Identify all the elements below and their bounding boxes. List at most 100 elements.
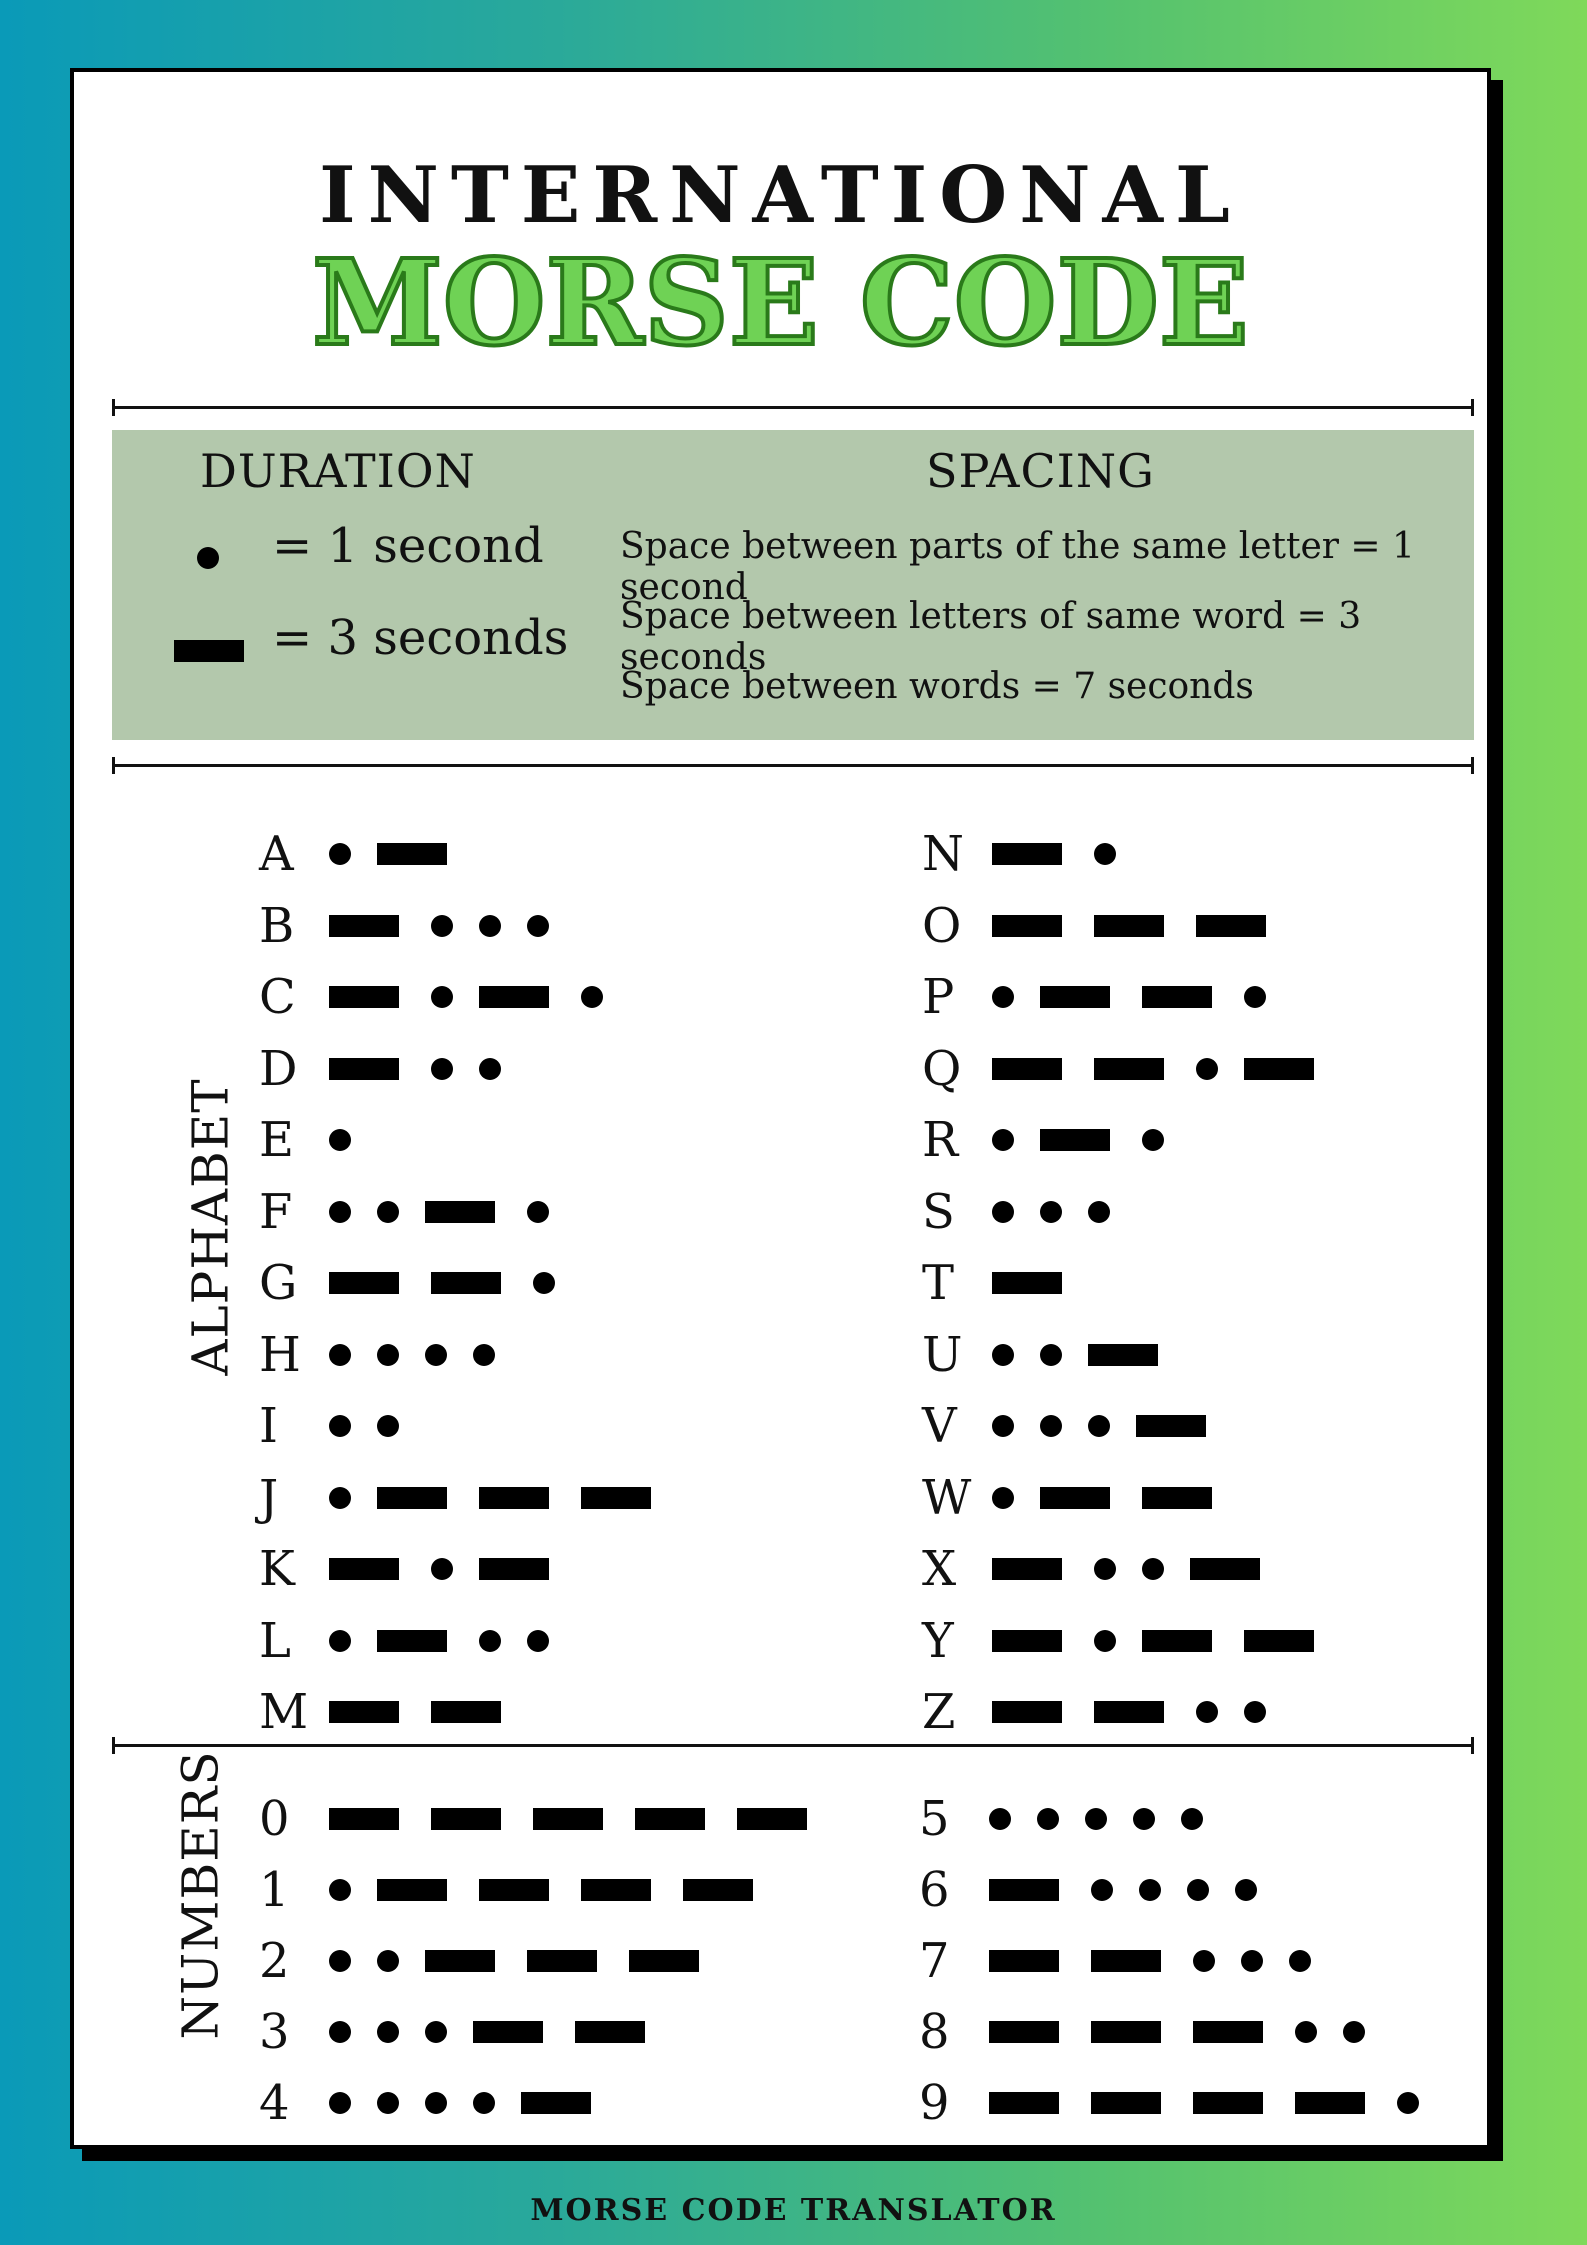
morse-character: A [259,826,294,882]
dash-icon [431,1701,501,1723]
dot-icon [329,1950,351,1972]
morse-code-sequence [992,1343,1190,1366]
dot-icon [473,1343,495,1366]
morse-character: 5 [919,1791,950,1847]
dash-icon [425,1950,495,1972]
morse-row: A [259,829,479,879]
dot-icon [1244,1701,1266,1723]
morse-character: R [922,1112,959,1168]
morse-character: E [259,1112,295,1168]
dash-icon [431,1272,501,1294]
morse-code-sequence [329,1486,683,1509]
morse-code-sequence [989,2092,1445,2114]
dot-icon [1085,1808,1107,1830]
dot-icon [377,2021,399,2043]
dot-icon [992,1200,1014,1223]
morse-character: 9 [919,2075,950,2131]
dash-icon [479,986,549,1008]
dash-icon [992,1558,1062,1580]
spacing-heading: SPACING [926,444,1155,498]
dot-icon [527,1629,549,1652]
morse-character: N [922,826,964,882]
morse-character: O [922,897,962,954]
morse-row: Z [922,1687,1292,1737]
morse-code-sequence [992,1486,1244,1509]
dash-icon [377,1629,447,1652]
morse-character: 6 [919,1862,950,1918]
dot-icon [581,986,603,1008]
dot-duration-label: = 1 second [272,518,544,574]
dot-icon [1040,1200,1062,1223]
morse-character: C [259,969,296,1025]
dash-icon [521,2092,591,2114]
morse-code-sequence [329,1950,731,1972]
dash-icon [1040,1129,1110,1151]
dot-icon [431,1057,453,1080]
dot-icon [329,2092,351,2114]
spacing-line-letter-parts: Space between parts of the same letter =… [620,526,1415,608]
dash-icon [1094,1057,1164,1080]
dash-icon [377,1486,447,1509]
dash-icon [479,1879,549,1901]
morse-code-sequence [992,1129,1190,1151]
morse-row: B [259,901,575,951]
dash-icon [377,1879,447,1901]
dot-icon [1094,1629,1116,1652]
morse-row: P [922,972,1292,1022]
dot-icon [1343,2021,1365,2043]
morse-code-sequence [989,1879,1283,1901]
morse-row: W [922,1473,1244,1523]
morse-character: Q [922,1040,962,1097]
dash-icon [992,1057,1062,1080]
dot-icon [992,1486,1014,1509]
dash-icon [1094,914,1164,937]
morse-code-sequence [329,1558,581,1580]
dot-icon [425,2092,447,2114]
duration-heading: DURATION [200,444,476,498]
dash-icon [989,2092,1059,2114]
dash-icon [1091,1950,1161,1972]
morse-character: V [922,1398,957,1454]
dot-icon [329,1200,351,1223]
morse-character: I [259,1398,278,1454]
morse-row: H [259,1330,521,1380]
morse-row: V [922,1401,1238,1451]
dot-icon [1040,1343,1062,1366]
dot-icon [533,1272,555,1294]
dot-icon [1139,1879,1161,1901]
morse-code-sequence [329,1200,575,1223]
dash-icon [377,843,447,865]
dot-icon [992,1343,1014,1366]
morse-character: H [259,1326,301,1383]
morse-row: 9 [919,2078,1445,2128]
morse-row: F [259,1187,575,1237]
divider-top [112,399,1474,416]
dot-icon [431,986,453,1008]
dash-icon [1244,1629,1314,1652]
dash-icon [992,914,1062,937]
morse-character: J [259,1469,279,1526]
morse-character: U [922,1326,963,1383]
dot-icon [329,1629,351,1652]
morse-row: C [259,972,629,1022]
morse-code-sequence [329,1415,425,1437]
morse-row: 3 [259,2007,677,2057]
dash-icon [1193,2092,1263,2114]
dot-icon [329,1879,351,1901]
morse-code-sequence [329,1057,527,1080]
dash-icon [329,1808,399,1830]
dot-icon [329,1129,351,1151]
morse-character: F [259,1183,293,1240]
dash-icon [992,843,1062,865]
morse-code-sequence [329,1879,785,1901]
dash-icon [329,1272,399,1294]
morse-character: 3 [259,2004,290,2060]
morse-code-sequence [329,1343,521,1366]
morse-code-sequence [992,1200,1136,1223]
dot-icon [1094,843,1116,865]
morse-character: W [922,1469,972,1526]
morse-character: L [259,1612,291,1669]
dot-icon [1142,1129,1164,1151]
dot-icon [1142,1558,1164,1580]
morse-code-sequence [992,1272,1094,1294]
